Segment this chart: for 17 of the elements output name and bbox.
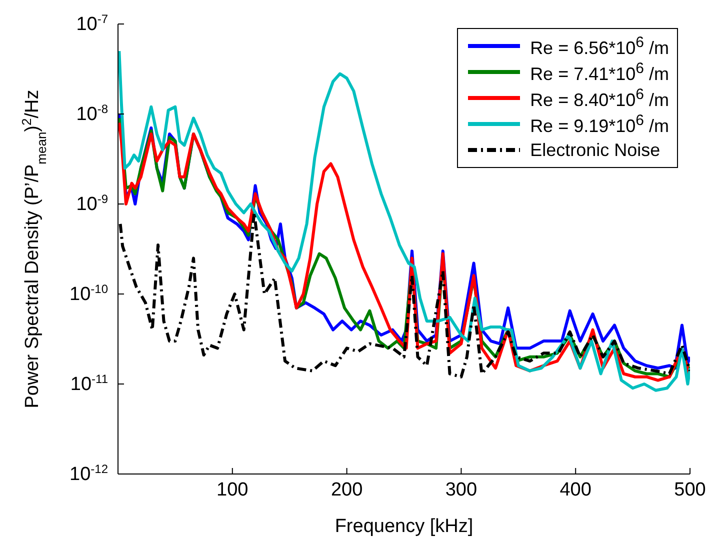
legend-label: Re = 6.56*10$^{6}$ /m [530,34,669,58]
y-tick-label: 10$^{-11}$ [70,372,108,395]
x-tick-label: 400 [560,479,592,500]
x-tick-label: 300 [445,479,478,500]
x-axis-title: Frequency [kHz] [334,516,474,537]
legend-label: Re = 8.40*10$^{6}$ /m [530,86,669,110]
y-tick-label: 10$^{-12}$ [70,462,108,485]
x-tick-label: 500 [674,479,706,500]
y-tick-label: 10$^{-7}$ [76,12,108,35]
y-tick-label: 10$^{-10}$ [70,282,108,305]
legend-label: Re = 7.41*10$^{6}$ /m [530,60,669,84]
y-tick-label: 10$^{-9}$ [76,192,108,215]
x-tick-label: 100 [216,479,248,500]
x-tick-label: 200 [330,479,363,500]
y-tick-label: 10$^{-8}$ [76,102,108,125]
legend-label: Re = 9.19*10$^{6}$ /m [530,112,669,136]
legend-label: Electronic Noise [530,140,660,160]
